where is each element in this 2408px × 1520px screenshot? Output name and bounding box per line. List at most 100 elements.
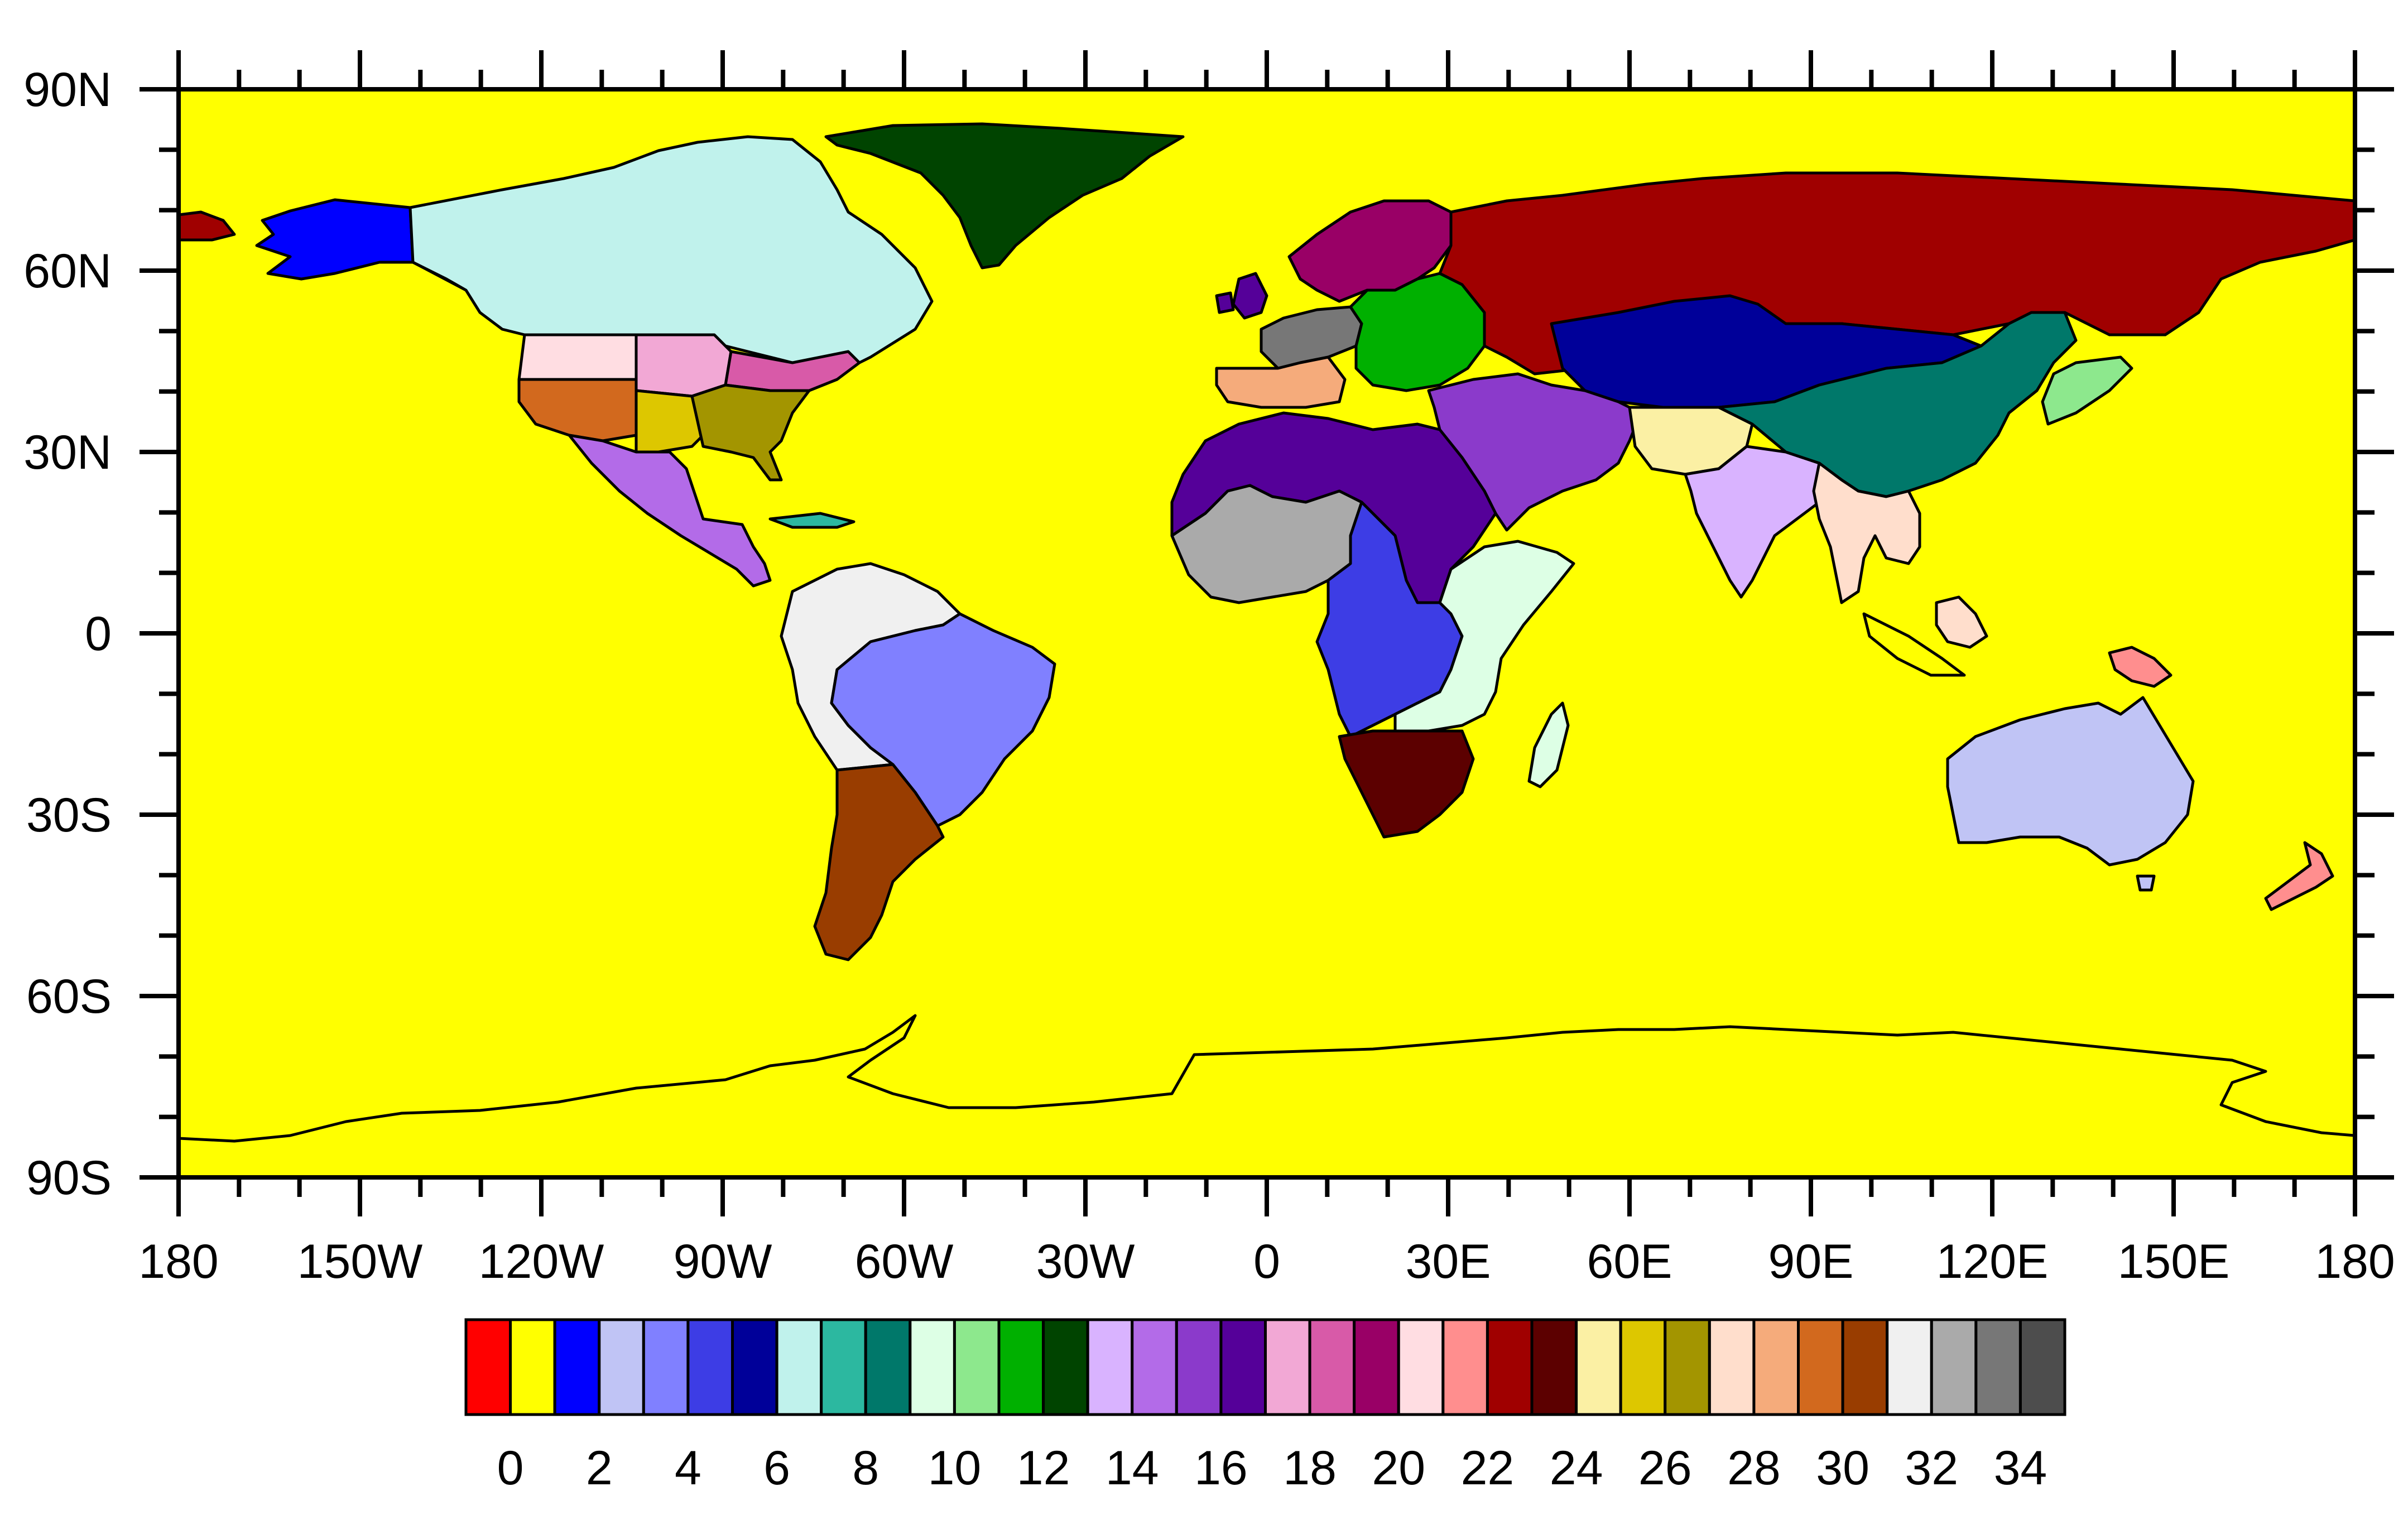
lat-label: 30S: [26, 788, 112, 842]
region-new-guinea: [2108, 646, 2173, 688]
lat-label: 90N: [23, 63, 112, 117]
lon-label: 150E: [2118, 1235, 2230, 1288]
lon-label: 30W: [1036, 1235, 1135, 1288]
colorbar-swatch: [1752, 1318, 1800, 1416]
colorbar-swatch: [1353, 1318, 1400, 1416]
lon-label: 120E: [1936, 1235, 2049, 1288]
colorbar-label: 16: [1194, 1441, 1248, 1495]
lon-label: 30E: [1405, 1235, 1491, 1288]
colorbar-label: 6: [763, 1441, 790, 1495]
region-brazil: [830, 612, 1056, 828]
lon-label: 180: [2315, 1235, 2395, 1288]
colorbar-swatch: [1219, 1318, 1267, 1416]
colorbar-swatch: [686, 1318, 734, 1416]
colorbar-swatch: [1131, 1318, 1178, 1416]
lat-label: 30N: [23, 426, 112, 479]
colorbar-swatch: [1530, 1318, 1578, 1416]
colorbar-swatch: [598, 1318, 645, 1416]
colorbar-swatch: [820, 1318, 867, 1416]
colorbar-label: 14: [1106, 1441, 1159, 1495]
region-east-africa: [1393, 540, 1575, 733]
region-caribbean: [768, 512, 855, 529]
colorbar-label: 2: [586, 1441, 613, 1495]
colorbar-swatch: [1486, 1318, 1534, 1416]
colorbar-swatch: [1974, 1318, 2022, 1416]
latitude-labels: 90N 60N 30N 0 30S 60S 90S: [23, 63, 112, 1205]
land-regions: [179, 122, 2355, 1143]
colorbar-swatch: [1797, 1318, 1844, 1416]
region-south-asia: [1684, 445, 1843, 599]
colorbar: [464, 1318, 2066, 1416]
colorbar-label: 12: [1017, 1441, 1070, 1495]
colorbar-swatch: [1575, 1318, 1622, 1416]
region-russia-east: [179, 210, 236, 242]
colorbar-swatch: [1619, 1318, 1667, 1416]
colorbar-swatch: [997, 1318, 1045, 1416]
colorbar-swatch: [1264, 1318, 1311, 1416]
lat-label: 60S: [26, 970, 112, 1023]
colorbar-labels: 0 2 4 6 8 10 12 14 16 18 20 22 24 26 28 30 32 34: [497, 1441, 2047, 1495]
colorbar-label: 34: [1994, 1441, 2047, 1495]
region-southern-south-america: [813, 763, 945, 961]
colorbar-swatch: [953, 1318, 1001, 1416]
region-australia: [1946, 696, 2195, 867]
colorbar-swatch: [1042, 1318, 1089, 1416]
colorbar-label: 0: [497, 1441, 524, 1495]
lon-label: 90W: [674, 1235, 772, 1288]
colorbar-swatch: [1175, 1318, 1223, 1416]
colorbar-label: 24: [1550, 1441, 1603, 1495]
region-mediterranean: [1215, 355, 1347, 409]
region-canada: [408, 135, 934, 370]
colorbar-swatch: [509, 1318, 556, 1416]
colorbar-swatch: [1086, 1318, 1134, 1416]
colorbar-label: 26: [1638, 1441, 1692, 1495]
colorbar-label: 28: [1727, 1441, 1781, 1495]
lon-label: 180: [138, 1235, 219, 1288]
region-tasmania: [2136, 874, 2156, 892]
region-eastern-europe: [1349, 272, 1486, 392]
colorbar-label: 10: [928, 1441, 982, 1495]
lon-label: 60E: [1587, 1235, 1672, 1288]
lon-label: 60W: [855, 1235, 954, 1288]
colorbar-swatch: [1397, 1318, 1445, 1416]
colorbar-swatch: [1886, 1318, 1933, 1416]
colorbar-swatch: [1708, 1318, 1756, 1416]
lon-label: 0: [1253, 1235, 1280, 1288]
colorbar-swatch: [642, 1318, 690, 1416]
colorbar-swatch: [464, 1318, 512, 1416]
lat-label: 0: [85, 607, 112, 661]
lat-label: 90S: [26, 1151, 112, 1205]
colorbar-swatch: [775, 1318, 823, 1416]
colorbar-label: 20: [1372, 1441, 1425, 1495]
colorbar-swatch: [864, 1318, 912, 1416]
colorbar-swatch: [909, 1318, 956, 1416]
colorbar-swatch: [2018, 1318, 2066, 1416]
colorbar-swatch: [1841, 1318, 1889, 1416]
region-antarctica: [179, 1014, 2355, 1143]
colorbar-swatch: [1930, 1318, 1978, 1416]
colorbar-label: 8: [852, 1441, 879, 1495]
region-southeast-asia: [1812, 461, 1921, 604]
colorbar-swatch: [553, 1318, 601, 1416]
region-japan: [2041, 355, 2133, 426]
region-us-northwest: [517, 333, 638, 381]
axis-ticks: [140, 50, 2394, 1216]
region-indonesia: [1862, 612, 1966, 677]
colorbar-label: 22: [1461, 1441, 1515, 1495]
lat-label: 60N: [23, 244, 112, 298]
colorbar-swatch: [1308, 1318, 1356, 1416]
lon-label: 150W: [297, 1235, 423, 1288]
region-madagascar: [1527, 701, 1570, 788]
colorbar-swatch: [731, 1318, 778, 1416]
lon-label: 120W: [479, 1235, 604, 1288]
region-us-southeast: [690, 383, 811, 482]
region-philippines: [1935, 595, 1988, 649]
region-ireland: [1215, 291, 1235, 314]
longitude-labels: 180 150W 120W 90W 60W 30W 0 30E 60E 90E 120E 150E 18…: [138, 1235, 2395, 1288]
colorbar-label: 32: [1905, 1441, 1958, 1495]
region-new-zealand: [2264, 841, 2334, 911]
region-scandinavia: [1287, 199, 1453, 303]
colorbar-label: 30: [1816, 1441, 1869, 1495]
colorbar-swatch: [1441, 1318, 1489, 1416]
